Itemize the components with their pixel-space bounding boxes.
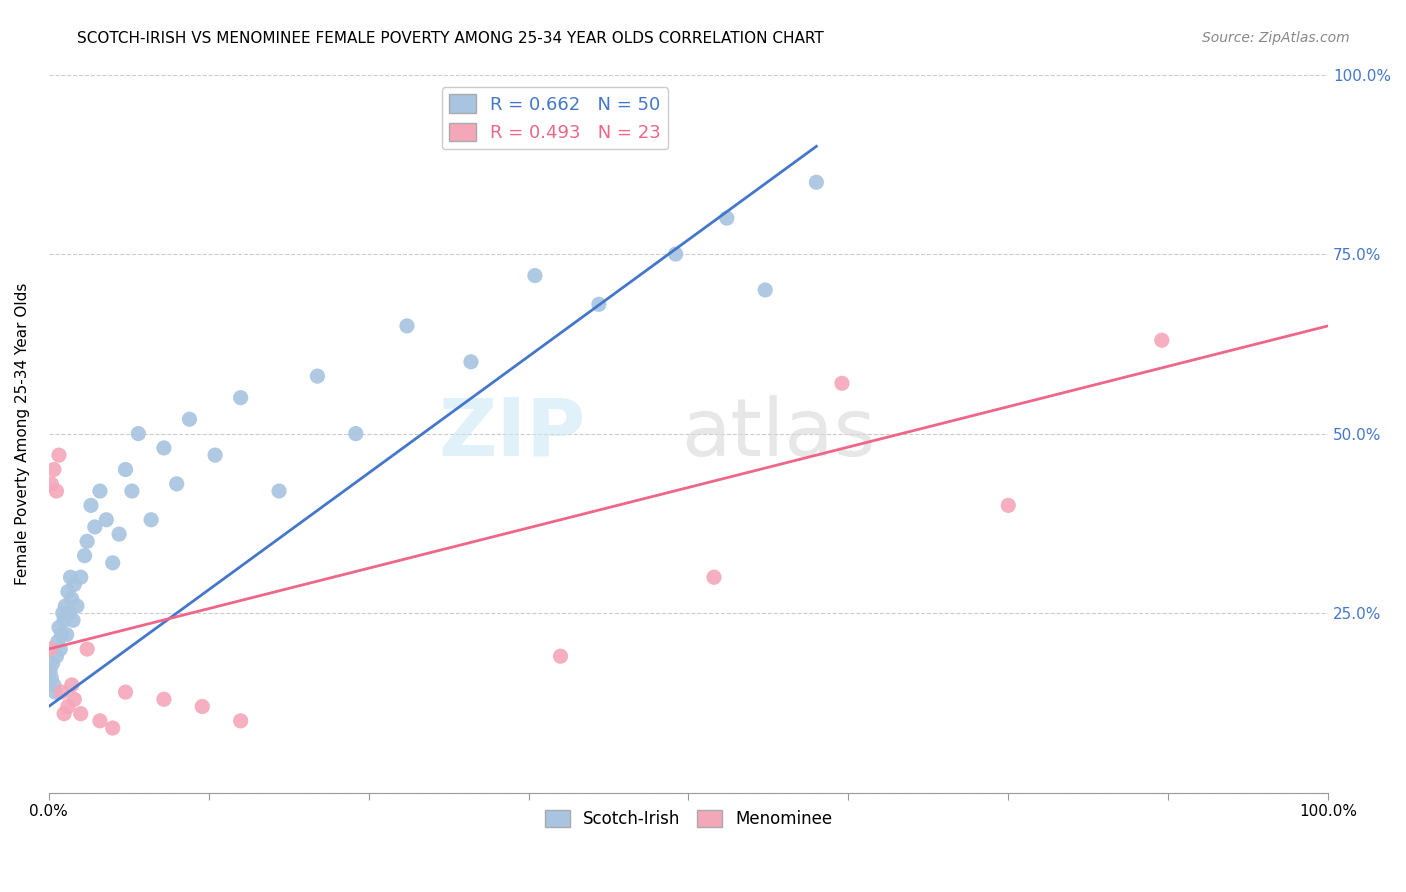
Point (523, 268, 546, 283)
Point (42, 678, 65, 692)
Point (229, 714, 252, 728)
Point (307, 369, 329, 384)
Point (51, 628, 73, 642)
Point (44, 685, 66, 699)
Point (344, 426, 367, 441)
Point (267, 483, 290, 498)
Point (69, 706, 91, 721)
Text: SCOTCH-IRISH VS MENOMINEE FEMALE POVERTY AMONG 25-34 YEAR OLDS CORRELATION CHART: SCOTCH-IRISH VS MENOMINEE FEMALE POVERTY… (77, 31, 824, 46)
Point (48, 448, 70, 462)
Point (96, 513, 118, 527)
Point (45, 483, 67, 498)
Point (45, 649, 67, 664)
Point (53, 706, 76, 721)
Point (716, 211, 738, 226)
Point (69, 570, 91, 584)
Text: Source: ZipAtlas.com: Source: ZipAtlas.com (1202, 31, 1350, 45)
Point (51, 685, 73, 699)
Point (76, 642, 98, 657)
Point (114, 462, 136, 476)
Point (550, 649, 572, 664)
Point (66, 599, 89, 613)
Point (46, 635, 69, 649)
Point (63, 692, 86, 706)
Point (55, 599, 77, 613)
Point (703, 570, 725, 584)
Point (48, 620, 70, 634)
Point (191, 699, 214, 714)
Point (665, 247, 688, 261)
Point (831, 376, 853, 391)
Point (588, 297, 610, 311)
Point (1150, 333, 1173, 347)
Point (39, 642, 62, 657)
Point (53, 613, 76, 627)
Point (204, 448, 226, 462)
Point (89, 483, 111, 498)
Point (39, 664, 62, 678)
Point (89, 714, 111, 728)
Point (395, 318, 418, 333)
Point (114, 685, 136, 699)
Point (83, 520, 105, 534)
Point (108, 527, 131, 541)
Point (166, 476, 188, 491)
Point (121, 483, 143, 498)
Point (179, 412, 201, 426)
Point (153, 692, 176, 706)
Point (80, 499, 103, 513)
Point (229, 391, 252, 405)
Point (62, 613, 84, 627)
Point (55, 628, 77, 642)
Point (58, 606, 80, 620)
Point (139, 513, 162, 527)
Point (56, 584, 79, 599)
Y-axis label: Female Poverty Among 25-34 Year Olds: Female Poverty Among 25-34 Year Olds (15, 283, 30, 585)
Text: ZIP: ZIP (439, 394, 586, 473)
Point (63, 577, 86, 591)
Point (60, 591, 83, 606)
Point (101, 721, 124, 735)
Point (39, 671, 62, 685)
Point (60, 678, 83, 692)
Text: atlas: atlas (681, 394, 875, 473)
Point (997, 499, 1019, 513)
Point (52, 606, 75, 620)
Point (101, 556, 124, 570)
Point (754, 283, 776, 297)
Point (49, 642, 72, 657)
Point (153, 441, 176, 455)
Point (76, 534, 98, 549)
Point (56, 699, 79, 714)
Point (73, 549, 96, 563)
Point (39, 476, 62, 491)
Point (806, 175, 828, 189)
Point (59, 570, 82, 584)
Point (42, 462, 65, 476)
Point (127, 426, 149, 441)
Legend: Scotch-Irish, Menominee: Scotch-Irish, Menominee (538, 803, 839, 835)
Point (41, 657, 63, 671)
Point (460, 355, 482, 369)
